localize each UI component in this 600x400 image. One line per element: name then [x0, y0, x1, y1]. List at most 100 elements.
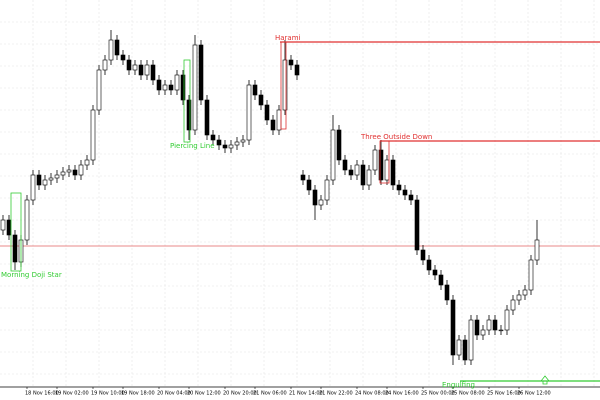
bear-body: [336, 129, 342, 161]
x-tick-label: 25 Nov 16:00: [487, 391, 521, 397]
bear-body: [444, 284, 450, 301]
x-tick-label: 20 Nov 20:00: [223, 391, 257, 397]
bull-body: [42, 179, 48, 186]
bull-body: [48, 177, 54, 181]
bull-body: [246, 84, 252, 141]
bull-body: [354, 164, 360, 176]
bear-body: [474, 319, 480, 336]
bull-body: [282, 59, 288, 111]
bull-body: [276, 109, 282, 131]
bear-body: [270, 119, 276, 131]
bear-body: [210, 134, 216, 141]
bear-body: [156, 79, 162, 91]
bull-body: [84, 159, 90, 166]
bull-body: [192, 44, 198, 131]
bear-body: [402, 189, 408, 196]
bear-body: [438, 274, 444, 286]
bear-body: [294, 64, 300, 76]
bear-body: [204, 99, 210, 136]
bull-body: [24, 199, 30, 241]
bull-body: [234, 141, 240, 146]
bear-body: [390, 159, 396, 186]
bull-body: [504, 309, 510, 331]
x-tick-label: 19 Nov 10:00: [91, 391, 125, 397]
bear-body: [168, 84, 174, 91]
bull-body: [330, 129, 336, 181]
bull-body: [228, 144, 234, 149]
bear-body: [300, 174, 306, 181]
bull-body: [144, 64, 150, 76]
bull-body: [0, 219, 6, 231]
bear-body: [288, 59, 294, 66]
bull-body: [102, 59, 108, 71]
x-tick-label: 21 Nov 14:00: [289, 391, 323, 397]
bear-body: [216, 139, 222, 146]
bull-body: [522, 289, 528, 296]
bear-body: [114, 39, 120, 56]
bull-body: [480, 329, 486, 336]
bear-body: [120, 54, 126, 61]
bear-body: [150, 64, 156, 81]
pattern-box: [10, 192, 22, 272]
bear-body: [126, 59, 132, 71]
bull-body: [60, 171, 66, 176]
bear-body: [252, 84, 258, 96]
bull-body: [162, 84, 168, 91]
bear-body: [12, 234, 18, 263]
bull-body: [324, 179, 330, 201]
x-tick-label: 18 Nov 16:00: [25, 391, 59, 397]
x-tick-label: 25 Nov 08:00: [451, 391, 485, 397]
bull-body: [54, 174, 60, 179]
pattern-label: Three Outside Down: [360, 133, 432, 141]
bull-body: [468, 319, 474, 361]
bull-body: [108, 39, 114, 61]
pattern-label: Morning Doji Star: [1, 271, 62, 279]
bear-body: [450, 299, 456, 356]
bear-body: [198, 44, 204, 101]
bear-body: [414, 199, 420, 251]
bull-body: [132, 64, 138, 71]
bear-body: [306, 179, 312, 191]
bull-body: [174, 74, 180, 91]
x-tick-label: 19 Nov 18:00: [121, 391, 155, 397]
x-tick-label: 21 Nov 22:00: [319, 391, 353, 397]
bear-body: [186, 99, 192, 131]
bear-body: [138, 64, 144, 76]
x-tick-label: 24 Nov 16:00: [385, 391, 419, 397]
bull-body: [372, 149, 378, 171]
bear-body: [36, 174, 42, 186]
x-tick-label: 21 Nov 06:00: [253, 391, 287, 397]
bear-body: [222, 144, 228, 149]
bull-body: [516, 294, 522, 301]
pattern-box: [183, 59, 191, 143]
bear-body: [312, 189, 318, 206]
pattern-label: Piercing Line: [170, 142, 215, 150]
bear-body: [378, 149, 384, 181]
x-tick-label: 19 Nov 02:00: [55, 391, 89, 397]
bear-body: [492, 319, 498, 331]
x-tick-label: 24 Nov 08:00: [355, 391, 389, 397]
bear-body: [6, 219, 12, 236]
x-tick-label: 26 Nov 12:00: [517, 391, 551, 397]
x-tick-label: 20 Nov 04:00: [157, 391, 191, 397]
pattern-label: Harami: [275, 34, 301, 42]
bull-body: [486, 319, 492, 331]
bull-body: [66, 169, 72, 173]
bear-body: [360, 164, 366, 186]
bull-body: [498, 329, 504, 332]
bear-body: [420, 249, 426, 261]
bear-body: [258, 94, 264, 106]
bear-body: [396, 184, 402, 191]
bear-body: [408, 194, 414, 201]
bull-body: [78, 164, 84, 176]
bull-body: [30, 174, 36, 201]
bull-body: [240, 139, 246, 143]
bull-body: [318, 199, 324, 206]
bull-body: [96, 69, 102, 111]
bear-body: [348, 169, 354, 176]
bear-body: [180, 74, 186, 101]
bull-body: [366, 169, 372, 186]
x-tick-label: 25 Nov 00:00: [421, 391, 455, 397]
